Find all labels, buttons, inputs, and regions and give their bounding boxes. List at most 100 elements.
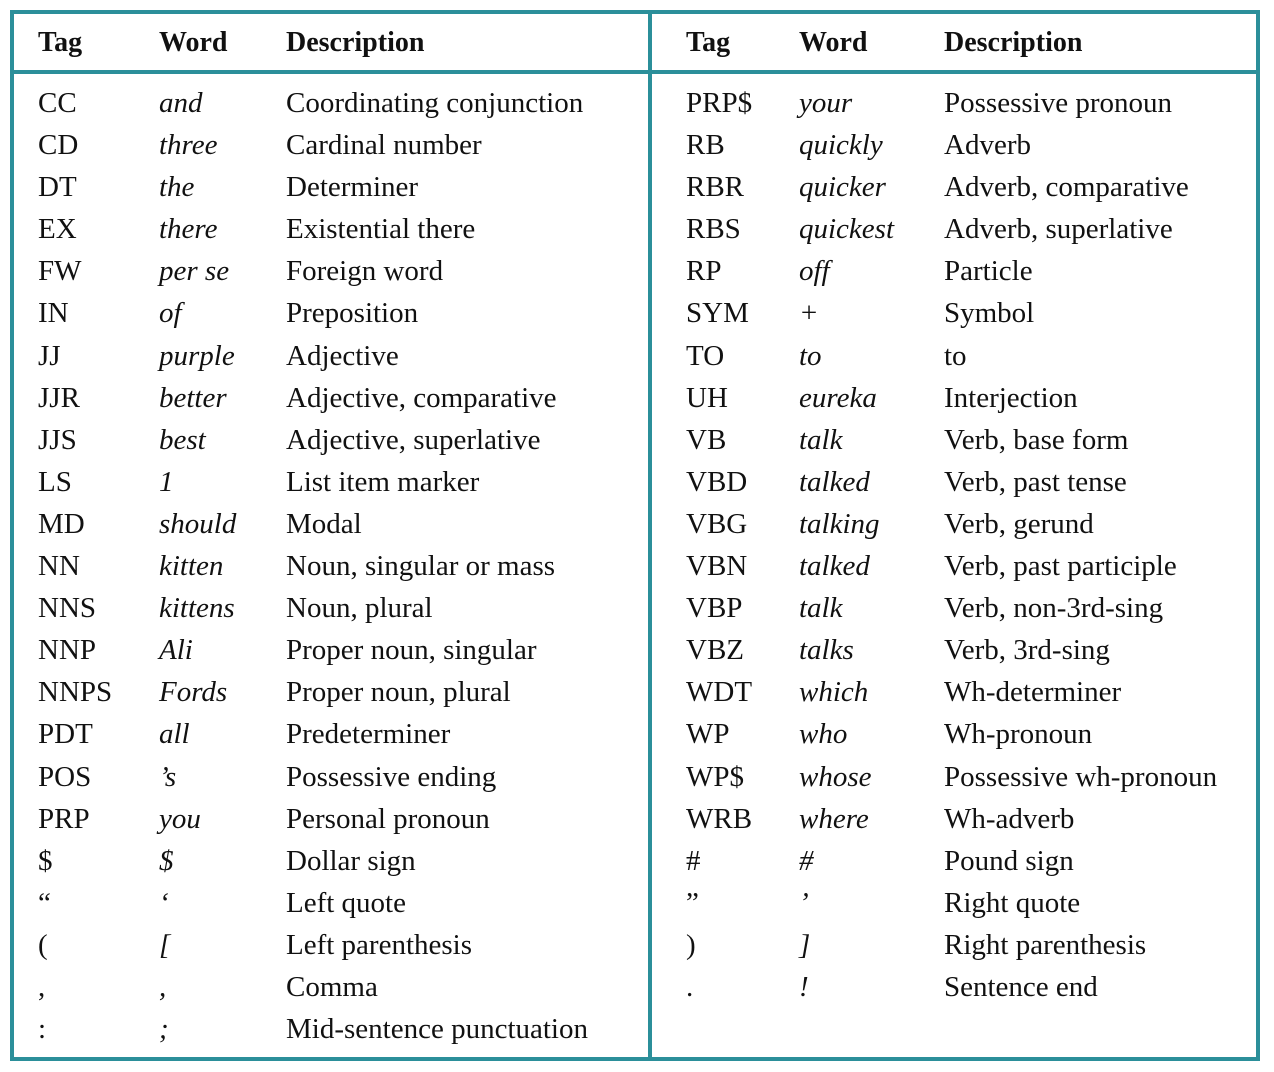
- description-cell: Left parenthesis: [286, 928, 473, 961]
- header-word: Word: [159, 27, 228, 58]
- tag-cell: RB: [686, 129, 725, 162]
- tag-cell: WP$: [686, 760, 744, 793]
- table-row: SYM + Symbol: [652, 296, 1260, 338]
- table-row: :; Mid-sentence punctuation: [14, 1012, 648, 1054]
- tag-cell: PRP: [38, 802, 90, 835]
- description-cell: Adverb, comparative: [944, 171, 1189, 204]
- description-cell: Noun, singular or mass: [286, 550, 556, 583]
- word-cell: Fords: [159, 676, 228, 709]
- table-row: PRP$ your Possessive pronoun: [652, 86, 1260, 128]
- table-row: LS 1 List item marker: [14, 465, 648, 507]
- header-tag: Tag: [38, 27, 83, 58]
- word-cell: where: [799, 802, 869, 835]
- description-cell: Sentence end: [944, 970, 1098, 1003]
- header-tag: Tag: [686, 27, 731, 58]
- table-row: CC and Coordinating conjunction: [14, 86, 648, 128]
- description-cell: Adjective, comparative: [286, 381, 557, 414]
- tag-cell: JJR: [38, 381, 80, 414]
- word-cell: and: [159, 87, 203, 119]
- word-cell: to: [799, 339, 822, 372]
- description-cell: Right quote: [944, 886, 1081, 919]
- word-cell: $: [159, 844, 174, 877]
- table-row: NN kitten Noun, singular or mass: [14, 549, 648, 591]
- description-cell: Personal pronoun: [286, 802, 490, 835]
- word-cell: eureka: [799, 381, 877, 414]
- description-cell: Modal: [286, 507, 362, 540]
- word-cell: Ali: [159, 634, 193, 667]
- word-cell: better: [159, 381, 227, 414]
- tag-cell: WP: [686, 718, 730, 751]
- description-cell: Comma: [286, 970, 378, 1003]
- word-cell: 1: [159, 465, 174, 498]
- table-row: WRB where Wh-adverb: [652, 802, 1260, 844]
- table-row: VBN talked Verb, past participle: [652, 549, 1260, 591]
- table-row: UH eureka Interjection: [652, 381, 1260, 423]
- tag-cell: RP: [686, 255, 722, 288]
- tag-cell: POS: [38, 760, 92, 793]
- word-cell: talking: [799, 507, 880, 540]
- word-cell: [: [159, 928, 171, 961]
- pos-tag-table: Tag Word Description CC and Coordinating c…: [10, 10, 1260, 1061]
- table-row: RB quickly Adverb: [652, 128, 1260, 170]
- tag-cell: UH: [686, 381, 728, 414]
- description-cell: Adverb: [944, 129, 1031, 162]
- word-cell: ’s: [159, 760, 177, 793]
- table-row: TO to to: [652, 339, 1260, 381]
- word-cell: #: [799, 844, 814, 877]
- description-cell: Wh-determiner: [944, 676, 1122, 709]
- table-row: CD three Cardinal number: [14, 128, 648, 170]
- table-row: JJ purple Adjective: [14, 339, 648, 381]
- word-cell: talked: [799, 550, 870, 583]
- description-cell: Verb, past tense: [944, 465, 1127, 498]
- tag-cell: .: [686, 970, 694, 1003]
- word-cell: three: [159, 129, 218, 162]
- tag-cell: ,: [38, 970, 46, 1003]
- word-cell: ‘: [159, 886, 169, 919]
- word-cell: the: [159, 171, 195, 204]
- table-row: WP who Wh-pronoun: [652, 717, 1260, 759]
- tag-cell: FW: [38, 255, 82, 288]
- word-cell: purple: [159, 339, 235, 372]
- tag-cell: #: [686, 844, 701, 877]
- header-word: Word: [799, 27, 868, 58]
- description-cell: Proper noun, plural: [286, 676, 511, 709]
- table-row: NNS kittens Noun, plural: [14, 591, 648, 633]
- word-cell: whose: [799, 760, 872, 793]
- description-cell: Verb, past participle: [944, 550, 1177, 583]
- word-cell: there: [159, 213, 218, 246]
- description-cell: Dollar sign: [286, 844, 416, 877]
- table-row: VBZ talks Verb, 3rd-sing: [652, 633, 1260, 675]
- word-cell: off: [799, 255, 830, 288]
- word-cell: kitten: [159, 550, 224, 583]
- table-row: POS ’s Possessive ending: [14, 760, 648, 802]
- table-row: PRP you Personal pronoun: [14, 802, 648, 844]
- table-row: NNPS Fords Proper noun, plural: [14, 675, 648, 717]
- table-row: RBS quickest Adverb, superlative: [652, 212, 1260, 254]
- description-cell: Mid-sentence punctuation: [286, 1013, 588, 1046]
- tag-cell: RBS: [686, 213, 741, 246]
- tag-cell: VB: [686, 423, 727, 456]
- description-cell: Verb, gerund: [944, 507, 1094, 540]
- description-cell: Possessive pronoun: [944, 87, 1172, 119]
- header-divider: [14, 70, 1256, 74]
- tag-cell: JJS: [38, 423, 77, 456]
- description-cell: Cardinal number: [286, 129, 482, 162]
- tag-cell: VBP: [686, 592, 743, 625]
- description-cell: Adjective: [286, 339, 399, 372]
- word-cell: all: [159, 718, 190, 751]
- table-row: )] Right parenthesis: [652, 928, 1260, 970]
- tag-cell: (: [38, 928, 48, 961]
- tag-cell: PDT: [38, 718, 93, 751]
- table-row: EX there Existential there: [14, 212, 648, 254]
- table-row: VBD talked Verb, past tense: [652, 465, 1260, 507]
- word-cell: quickly: [799, 129, 883, 162]
- tag-cell: NN: [38, 550, 80, 583]
- table-row: VBG talking Verb, gerund: [652, 507, 1260, 549]
- word-cell: ’: [799, 886, 809, 919]
- right-half: Tag Word Description PRP$ your Possessive …: [652, 14, 1260, 1057]
- word-cell: best: [159, 423, 206, 456]
- table-row: MD should Modal: [14, 507, 648, 549]
- word-cell: !: [799, 970, 809, 1003]
- table-row: JJS best Adjective, superlative: [14, 423, 648, 465]
- tag-cell: LS: [38, 465, 72, 498]
